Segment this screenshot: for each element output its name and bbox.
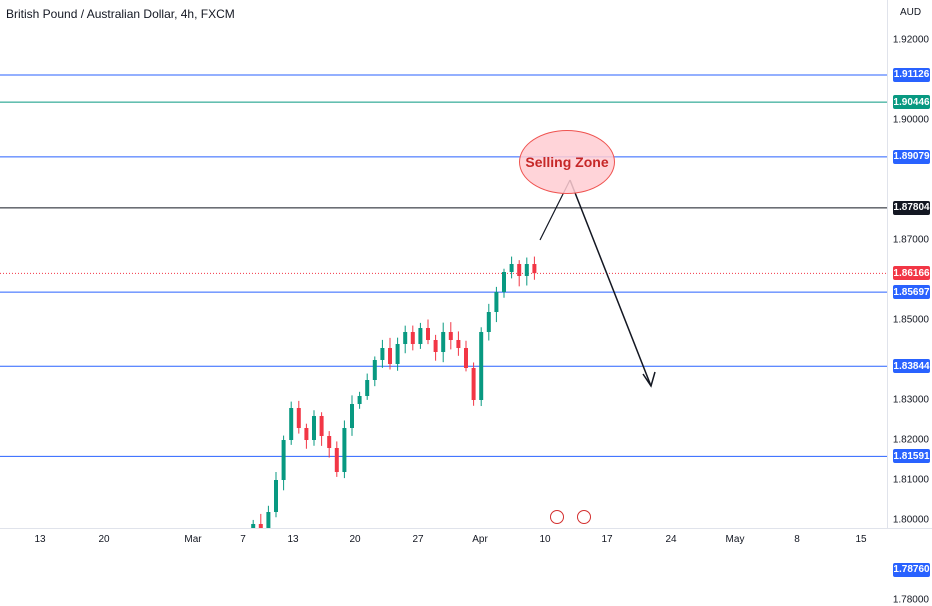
arrow-line-down [569, 179, 652, 387]
candle-body [342, 428, 347, 472]
price-tick: 1.78000 [892, 594, 929, 606]
candle-body [418, 328, 423, 344]
time-tick: 8 [794, 534, 800, 545]
candle-body [395, 344, 400, 364]
candle-body [319, 416, 324, 436]
price-axis[interactable]: AUD 1.92000 1.90000 1.87000 1.85000 1.83000 1… [887, 0, 932, 606]
price-tick: 1.90000 [892, 114, 929, 126]
candle-body [441, 332, 446, 352]
level-price-label[interactable]: 1.78760 [893, 562, 930, 577]
level-price-label[interactable]: 1.83844 [893, 359, 930, 374]
price-tick: 1.92000 [892, 34, 929, 46]
candle-body [433, 340, 438, 352]
candle-body [258, 524, 263, 528]
level-price-label[interactable]: 1.81591 [893, 449, 930, 464]
chart-area[interactable]: British Pound / Australian Dollar, 4h, F… [0, 0, 887, 528]
time-tick: Apr [472, 534, 488, 545]
time-tick: 17 [601, 534, 613, 545]
price-tick: 1.82000 [892, 434, 929, 446]
uk-flag-icon[interactable] [577, 510, 591, 524]
price-tick: 1.85000 [892, 314, 929, 326]
candle-body [502, 272, 506, 292]
arrow-head-icon [642, 371, 656, 388]
time-tick: 13 [287, 534, 299, 545]
level-price-label[interactable]: 1.89079 [893, 149, 930, 164]
price-chart[interactable] [0, 0, 887, 528]
time-tick: 27 [412, 534, 424, 545]
candle-body [266, 512, 271, 528]
time-tick: 13 [34, 534, 46, 545]
symbol-title: British Pound / Australian Dollar, 4h, F… [6, 7, 235, 21]
level-price-label[interactable]: 1.87804 [893, 200, 930, 215]
candle-body [410, 332, 415, 344]
time-tick: 15 [855, 534, 867, 545]
price-tick: 1.87000 [892, 234, 929, 246]
candle-body [517, 264, 522, 276]
time-tick: 7 [240, 534, 246, 545]
candle-body [274, 480, 278, 512]
au-flag-icon[interactable] [550, 510, 564, 524]
candle-body [357, 396, 362, 404]
candle-body [327, 436, 332, 448]
candle-body [251, 524, 256, 528]
candle-body [479, 332, 484, 400]
price-tick: 1.80000 [892, 514, 929, 526]
candle-body [304, 428, 309, 440]
time-tick: 10 [539, 534, 551, 545]
candle-body [289, 408, 294, 440]
candle-body [350, 404, 354, 428]
time-axis[interactable]: 13 20 Mar 7 13 20 27 Apr 10 17 24 May 8 15 [0, 528, 932, 551]
candle-body [365, 380, 370, 396]
price-tick: 1.83000 [892, 394, 929, 406]
candle-body [403, 332, 408, 344]
candle-body [281, 440, 286, 480]
time-tick: 20 [98, 534, 110, 545]
time-tick: May [725, 534, 745, 545]
candle-body [464, 348, 468, 368]
candle-body [494, 292, 499, 312]
candle-body [532, 264, 537, 274]
candle-body [448, 332, 453, 340]
candle-body [456, 340, 461, 348]
candle-body [524, 264, 529, 276]
candle-body [486, 312, 491, 332]
time-tick: Mar [184, 534, 202, 545]
currency-label: AUD [900, 7, 922, 18]
level-price-label[interactable]: 1.86166 [893, 266, 930, 281]
candle-body [372, 360, 377, 380]
time-tick: 20 [349, 534, 361, 545]
candle-body [296, 408, 301, 428]
candle-body [471, 368, 476, 400]
selling-zone-annotation[interactable]: Selling Zone [519, 130, 615, 194]
candle-body [312, 416, 316, 440]
candle-body [509, 264, 514, 272]
candle-body [334, 448, 339, 472]
level-price-label[interactable]: 1.91126 [893, 67, 930, 82]
level-price-label[interactable]: 1.90446 [893, 95, 930, 110]
level-price-label[interactable]: 1.85697 [893, 285, 930, 300]
candle-body [380, 348, 385, 360]
price-tick: 1.81000 [892, 474, 929, 486]
candle-body [426, 328, 430, 340]
time-tick: 24 [665, 534, 677, 545]
candle-body [388, 348, 392, 364]
